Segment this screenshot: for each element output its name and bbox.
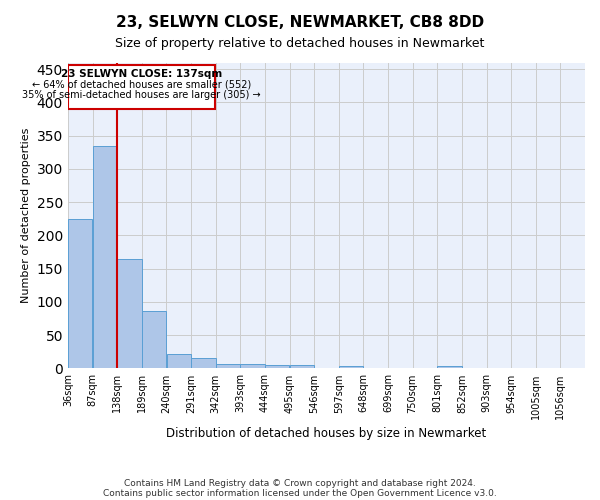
Bar	[241, 364, 265, 368]
Text: 23 SELWYN CLOSE: 137sqm: 23 SELWYN CLOSE: 137sqm	[61, 69, 223, 79]
Bar	[216, 364, 240, 368]
Text: 35% of semi-detached houses are larger (305) →: 35% of semi-detached houses are larger (…	[22, 90, 261, 100]
Text: ← 64% of detached houses are smaller (552): ← 64% of detached houses are smaller (55…	[32, 80, 251, 90]
Bar	[290, 365, 314, 368]
Bar	[92, 146, 117, 368]
X-axis label: Distribution of detached houses by size in Newmarket: Distribution of detached houses by size …	[166, 427, 487, 440]
Bar	[339, 366, 363, 368]
Bar	[437, 366, 462, 368]
Bar	[68, 219, 92, 368]
Text: 23, SELWYN CLOSE, NEWMARKET, CB8 8DD: 23, SELWYN CLOSE, NEWMARKET, CB8 8DD	[116, 15, 484, 30]
Bar	[117, 258, 142, 368]
Bar	[191, 358, 215, 368]
Bar	[167, 354, 191, 368]
Text: Size of property relative to detached houses in Newmarket: Size of property relative to detached ho…	[115, 38, 485, 51]
Bar	[265, 365, 289, 368]
Text: Contains HM Land Registry data © Crown copyright and database right 2024.: Contains HM Land Registry data © Crown c…	[124, 478, 476, 488]
Text: Contains public sector information licensed under the Open Government Licence v3: Contains public sector information licen…	[103, 488, 497, 498]
FancyBboxPatch shape	[68, 65, 215, 109]
Bar	[142, 310, 166, 368]
Y-axis label: Number of detached properties: Number of detached properties	[21, 128, 31, 303]
